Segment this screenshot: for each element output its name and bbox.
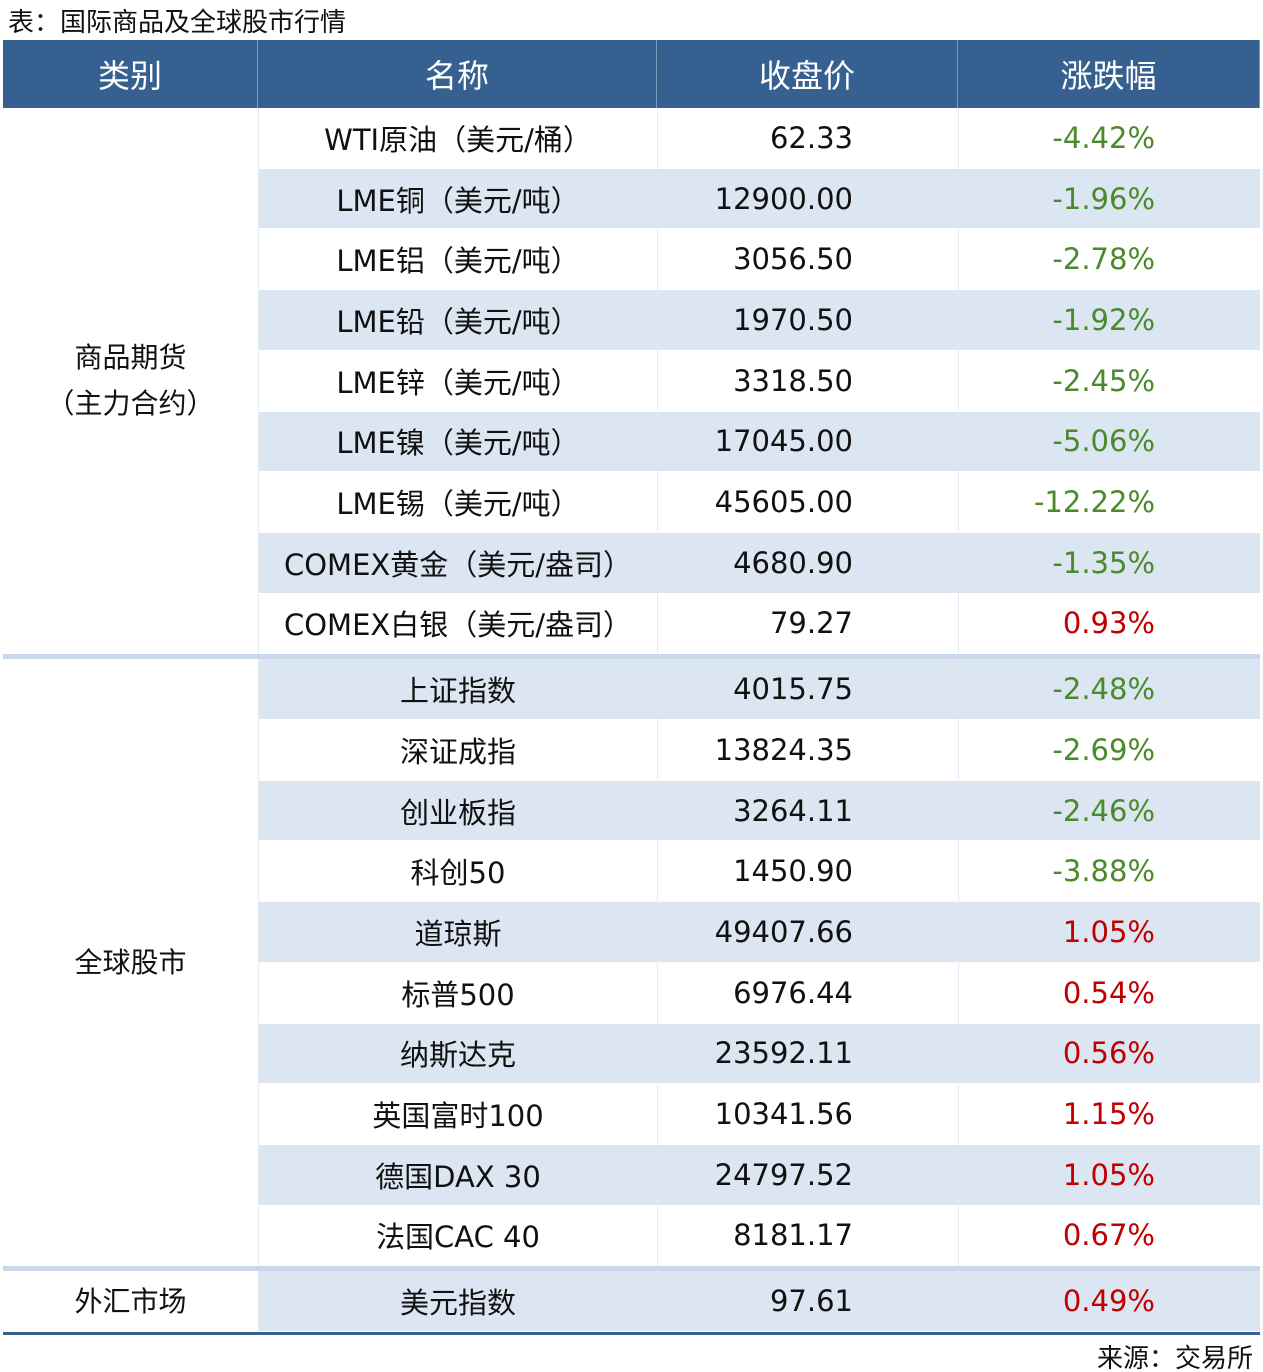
close-cell: 17045.00: [657, 411, 958, 473]
change-cell: -1.96%: [958, 168, 1260, 230]
change-cell: -3.88%: [958, 841, 1260, 903]
close-cell: 12900.00: [657, 168, 958, 230]
name-cell: 美元指数: [258, 1271, 657, 1332]
change-cell: -2.46%: [958, 780, 1260, 842]
close-cell: 3056.50: [657, 229, 958, 291]
close-cell: 24797.52: [657, 1144, 958, 1206]
group-separator: [3, 654, 1260, 660]
change-cell: 0.54%: [958, 962, 1260, 1024]
name-cell: 深证成指: [258, 720, 657, 781]
name-cell: 纳斯达克: [258, 1023, 657, 1085]
name-cell: 上证指数: [258, 659, 657, 720]
close-cell: 8181.17: [657, 1205, 958, 1267]
header-cell: 名称: [258, 40, 657, 108]
table-title: 表：国际商品及全球股市行情: [8, 8, 347, 38]
name-cell: 德国DAX 30: [258, 1144, 657, 1206]
group-separator: [3, 1266, 1260, 1272]
header-cell: 类别: [3, 40, 258, 108]
change-cell: -2.78%: [958, 229, 1260, 291]
change-cell: -2.48%: [958, 659, 1260, 720]
name-cell: 法国CAC 40: [258, 1205, 657, 1267]
name-cell: LME锌（美元/吨）: [258, 350, 657, 412]
name-cell: COMEX白银（美元/盎司）: [258, 593, 657, 655]
category-cell: 外汇市场: [3, 1271, 258, 1332]
change-cell: -2.69%: [958, 720, 1260, 781]
bottom-border: [3, 1332, 1260, 1335]
close-cell: 4015.75: [657, 659, 958, 720]
close-cell: 6976.44: [657, 962, 958, 1024]
change-cell: 0.93%: [958, 593, 1260, 655]
name-cell: 创业板指: [258, 780, 657, 842]
change-cell: 1.05%: [958, 1144, 1260, 1206]
name-cell: 道琼斯: [258, 902, 657, 963]
change-cell: -4.42%: [958, 108, 1260, 169]
category-line: 外汇市场: [74, 1284, 187, 1318]
name-cell: COMEX黄金（美元/盎司）: [258, 532, 657, 594]
close-cell: 49407.66: [657, 902, 958, 963]
name-cell: 英国富时100: [258, 1084, 657, 1145]
change-cell: 0.49%: [958, 1271, 1260, 1332]
change-cell: 0.67%: [958, 1205, 1260, 1267]
header-cell: 涨跌幅: [958, 40, 1260, 108]
close-cell: 1450.90: [657, 841, 958, 903]
category-line: （主力合约）: [46, 387, 215, 421]
category-line: 商品期货: [74, 341, 187, 375]
change-cell: 1.05%: [958, 902, 1260, 963]
change-cell: 1.15%: [958, 1084, 1260, 1145]
name-cell: LME锡（美元/吨）: [258, 472, 657, 533]
header-cell: 收盘价: [657, 40, 958, 108]
change-cell: -12.22%: [958, 472, 1260, 533]
close-cell: 79.27: [657, 593, 958, 655]
category-cell: 全球股市: [3, 659, 258, 1266]
change-cell: -1.35%: [958, 532, 1260, 594]
close-cell: 23592.11: [657, 1023, 958, 1085]
change-cell: -1.92%: [958, 290, 1260, 351]
close-cell: 3264.11: [657, 780, 958, 842]
close-cell: 13824.35: [657, 720, 958, 781]
close-cell: 4680.90: [657, 532, 958, 594]
change-cell: -5.06%: [958, 411, 1260, 473]
close-cell: 97.61: [657, 1271, 958, 1332]
name-cell: LME铜（美元/吨）: [258, 168, 657, 230]
change-cell: -2.45%: [958, 350, 1260, 412]
close-cell: 1970.50: [657, 290, 958, 351]
name-cell: LME铅（美元/吨）: [258, 290, 657, 351]
close-cell: 45605.00: [657, 472, 958, 533]
name-cell: LME镍（美元/吨）: [258, 411, 657, 473]
change-cell: 0.56%: [958, 1023, 1260, 1085]
name-cell: 科创50: [258, 841, 657, 903]
name-cell: LME铝（美元/吨）: [258, 229, 657, 291]
category-line: 全球股市: [74, 945, 187, 979]
category-cell: 商品期货 （主力合约）: [3, 108, 258, 654]
close-cell: 10341.56: [657, 1084, 958, 1145]
source-note: 来源：交易所: [1096, 1344, 1253, 1372]
close-cell: 3318.50: [657, 350, 958, 412]
name-cell: WTI原油（美元/桶）: [258, 108, 657, 169]
name-cell: 标普500: [258, 962, 657, 1024]
close-cell: 62.33: [657, 108, 958, 169]
